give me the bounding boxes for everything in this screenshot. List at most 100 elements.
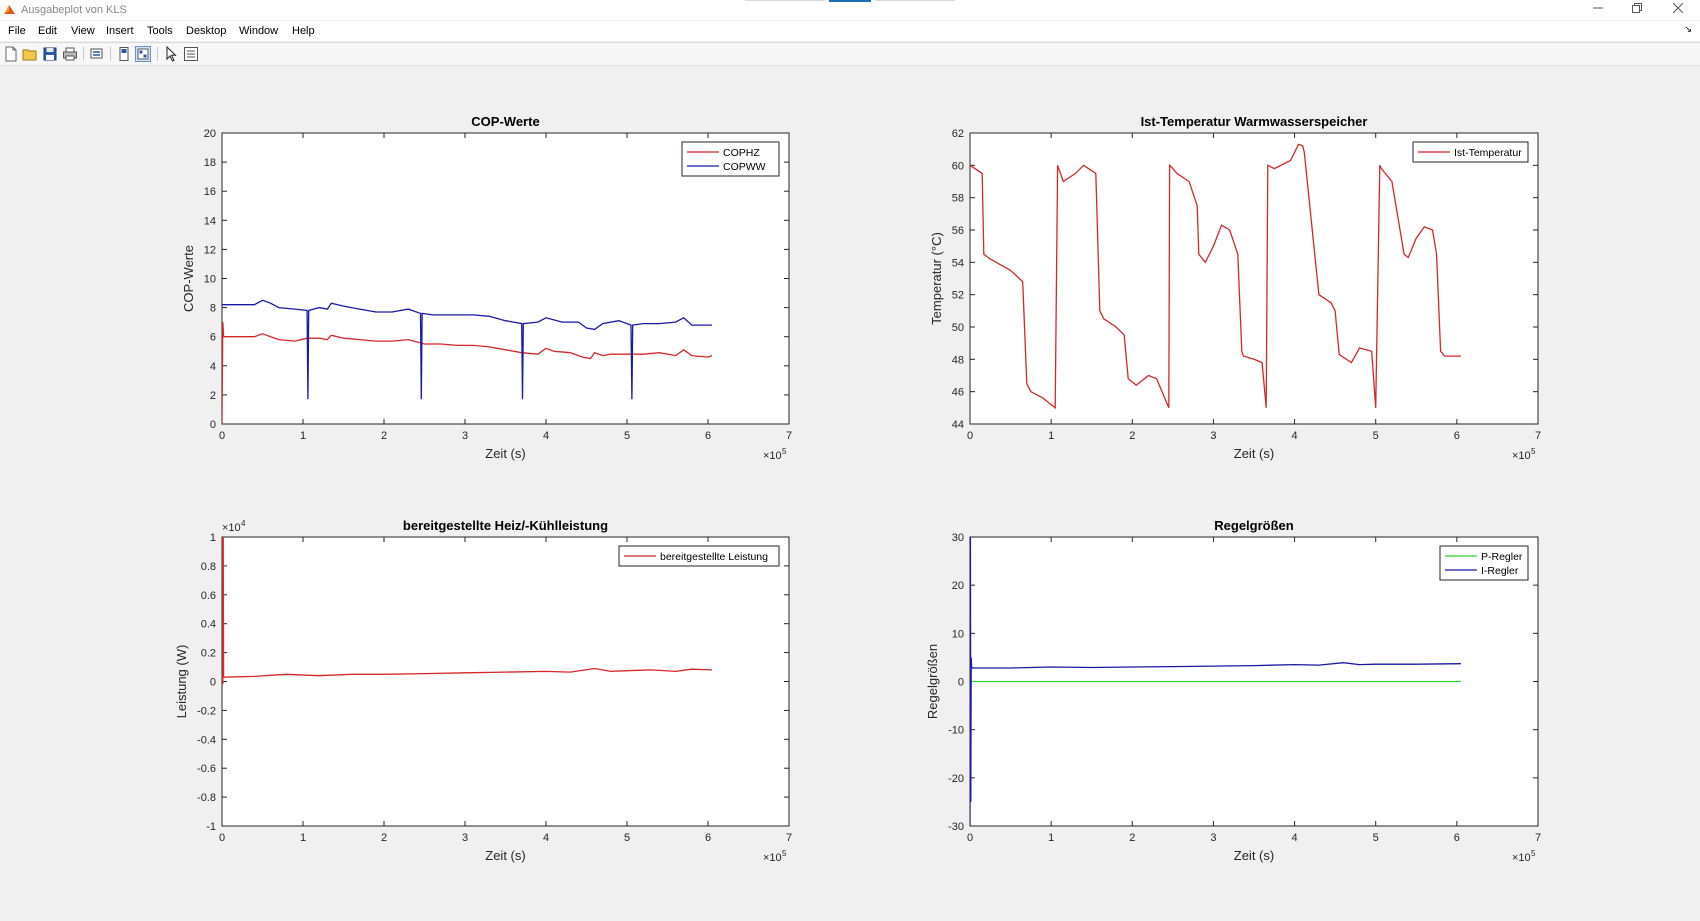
close-button[interactable]: [1660, 0, 1696, 20]
open-file-icon[interactable]: [22, 46, 38, 62]
y-tick-label: 0.4: [201, 619, 216, 631]
menu-help[interactable]: Help: [292, 25, 315, 37]
menu-tools[interactable]: Tools: [147, 25, 173, 37]
y-tick-label: -0.6: [197, 763, 216, 775]
y-axis-label: Leistung (W): [174, 645, 189, 719]
y-tick-label: -30: [948, 821, 964, 833]
link-plot-icon[interactable]: [89, 46, 105, 62]
y-tick-label: 60: [952, 160, 964, 172]
y-tick-label: 0.6: [201, 590, 216, 602]
y-axis-label: Regelgrößen: [925, 644, 940, 719]
x-tick-label: 7: [786, 430, 792, 442]
x-exponent-power: 5: [782, 447, 787, 456]
y-tick-label: 52: [952, 290, 964, 302]
y-tick-label: 56: [952, 225, 964, 237]
y-tick-label: 20: [952, 580, 964, 592]
y-exponent-power: 4: [241, 519, 246, 528]
y-tick-label: 10: [204, 274, 216, 286]
hide-plot-tools-icon[interactable]: [116, 46, 132, 62]
y-tick-label: 50: [952, 322, 964, 334]
y-tick-label: 46: [952, 387, 964, 399]
x-tick-label: 3: [462, 832, 468, 844]
menu-view[interactable]: View: [71, 25, 95, 37]
menu-insert[interactable]: Insert: [106, 25, 134, 37]
x-tick-label: 6: [1454, 430, 1460, 442]
x-tick-label: 3: [1210, 430, 1216, 442]
x-tick-label: 7: [786, 832, 792, 844]
x-tick-label: 6: [1454, 832, 1460, 844]
y-tick-label: 1: [210, 532, 216, 544]
legend-label: COPHZ: [723, 147, 760, 159]
print-icon[interactable]: [62, 46, 78, 62]
matlab-app-icon: [3, 3, 16, 16]
menu-desktop[interactable]: Desktop: [186, 25, 227, 37]
legend-label: I-Regler: [1481, 565, 1519, 577]
menu-separator: [0, 42, 1700, 43]
x-exponent-power: 5: [1531, 447, 1536, 456]
save-icon[interactable]: [42, 46, 58, 62]
menu-file[interactable]: File: [8, 25, 26, 37]
property-inspector-icon[interactable]: [183, 46, 199, 62]
figure-toolbar: [0, 43, 1700, 66]
show-plot-tools-icon[interactable]: [135, 46, 151, 62]
y-axis-label: COP-Werte: [181, 245, 196, 312]
y-tick-label: 14: [204, 215, 216, 227]
menu-edit[interactable]: Edit: [38, 25, 57, 37]
toolbar-separator: [157, 47, 158, 61]
menu-window[interactable]: Window: [239, 25, 279, 37]
dock-arrow-icon[interactable]: ↘: [1684, 24, 1692, 34]
y-tick-label: -10: [948, 725, 964, 737]
y-tick-label: 10: [952, 628, 964, 640]
series-line-copww: [222, 299, 712, 400]
minimize-button[interactable]: [1580, 0, 1616, 20]
x-axis-label: Zeit (s): [485, 848, 525, 863]
chart-3: 0 1 2 3 4 5 6 7 -1 -0.8 -0.6 -0.4 -0.2 0 0.2 0.4 0.6 0.8 1…: [174, 518, 792, 864]
minimize-icon: [1593, 7, 1603, 9]
legend-label: Ist-Temperatur: [1454, 147, 1522, 159]
y-tick-label: 58: [952, 193, 964, 205]
x-tick-label: 4: [1292, 832, 1298, 844]
x-tick-label: 0: [219, 430, 225, 442]
x-tick-label: 2: [1129, 832, 1135, 844]
y-tick-label: -0.4: [197, 734, 216, 746]
edit-plot-arrow-icon[interactable]: [163, 46, 179, 62]
y-tick-label: -0.8: [197, 792, 216, 804]
x-exponent-label: ×10: [763, 852, 782, 864]
y-tick-label: 18: [204, 157, 216, 169]
taskbar-tab-divider: [875, 0, 955, 1]
x-tick-label: 5: [624, 832, 630, 844]
y-tick-label: -1: [206, 821, 216, 833]
x-exponent-power: 5: [1531, 849, 1536, 858]
window-title-bar: Ausgabeplot von KLS: [0, 0, 1700, 20]
restore-button[interactable]: [1619, 0, 1655, 20]
chart-title: Ist-Temperatur Warmwasserspeicher: [1141, 114, 1368, 129]
active-tab-indicator: [829, 0, 871, 2]
x-exponent-label: ×10: [763, 450, 782, 462]
x-axis-label: Zeit (s): [1234, 848, 1274, 863]
y-exponent-label: ×10: [222, 522, 241, 534]
plot-area: [221, 536, 790, 827]
x-tick-label: 1: [300, 430, 306, 442]
new-figure-icon[interactable]: [3, 46, 19, 62]
series-line-ist-temperatur: [970, 143, 1461, 410]
x-tick-label: 5: [1373, 832, 1379, 844]
legend-box: [681, 141, 780, 177]
chart-4: 0 1 2 3 4 5 6 7 -30 -20 -10 0 10 20 30 Regelgrößen Zeit …: [925, 518, 1541, 864]
legend-box: [618, 545, 780, 567]
x-tick-label: 5: [624, 430, 630, 442]
series-line-i-regler: [970, 537, 1461, 826]
y-tick-label: 2: [210, 390, 216, 402]
y-tick-label: 0.8: [201, 561, 216, 573]
y-tick-label: 48: [952, 354, 964, 366]
x-tick-label: 0: [219, 832, 225, 844]
x-tick-label: 2: [381, 832, 387, 844]
x-tick-label: 4: [1292, 430, 1298, 442]
toolbar-separator: [83, 47, 84, 61]
y-tick-label: 54: [952, 257, 964, 269]
y-tick-label: 30: [952, 532, 964, 544]
y-tick-label: 0: [210, 419, 216, 431]
x-tick-label: 3: [1210, 832, 1216, 844]
chart-title: COP-Werte: [471, 114, 539, 129]
